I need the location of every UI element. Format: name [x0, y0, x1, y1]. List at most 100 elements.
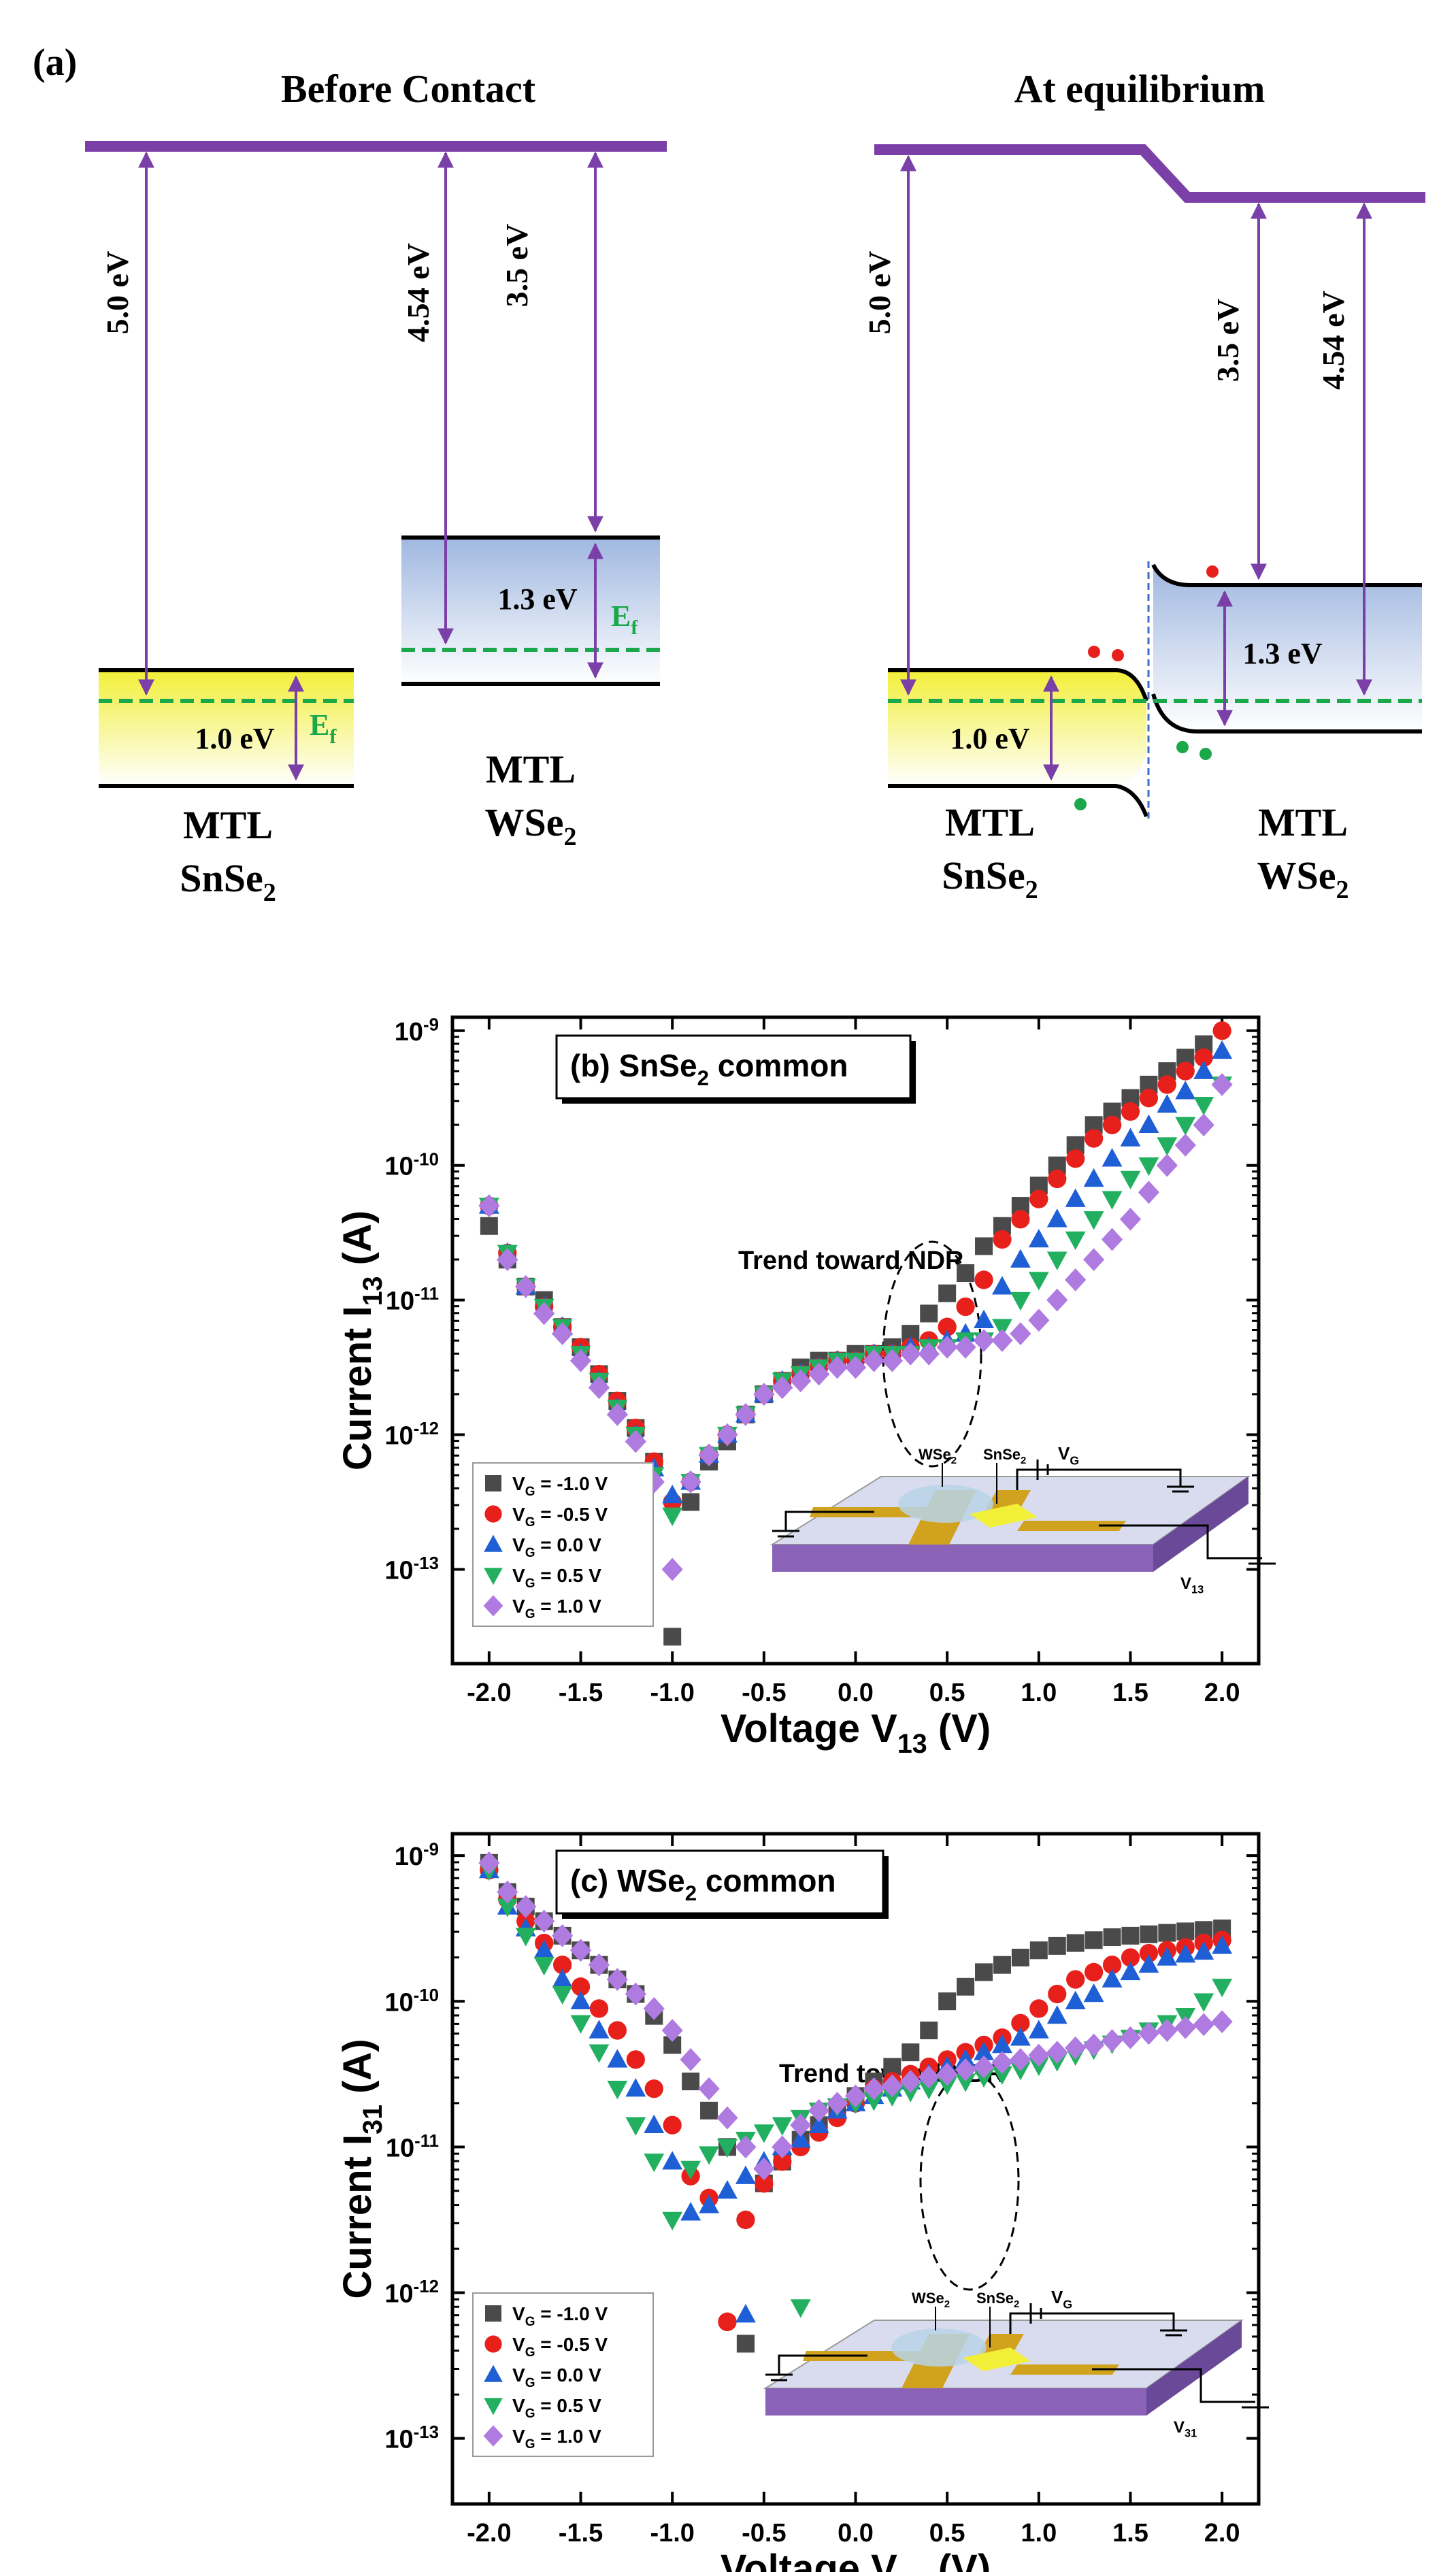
data-point-diamond [1065, 2036, 1087, 2060]
data-point-triangle-down [1065, 1231, 1086, 1251]
data-point-diamond [1028, 2043, 1050, 2067]
data-point-diamond [661, 1557, 683, 1581]
data-point-triangle-up [1157, 1947, 1178, 1966]
data-point-triangle-down [533, 1957, 555, 1976]
data-point-circle [938, 1317, 957, 1336]
inset-wse2-label: WSe2 [912, 2290, 950, 2310]
data-point-triangle-up [1138, 1114, 1159, 1134]
data-point-diamond [844, 1355, 867, 1379]
data-point-triangle-up [717, 2180, 738, 2199]
data-point-diamond [533, 1302, 555, 1325]
data-point-triangle-up [1028, 2019, 1049, 2039]
data-point-triangle-down [1046, 1251, 1068, 1270]
data-point-diamond [588, 1953, 610, 1977]
data-point-diamond [1174, 2015, 1196, 2039]
data-point-triangle-up [735, 2304, 756, 2323]
snse2-cb-equilibrium [888, 668, 1148, 702]
data-point-diamond [973, 2055, 995, 2079]
data-point-square [1103, 1928, 1121, 1947]
data-point-triangle-up [1046, 2005, 1068, 2024]
data-point-square [480, 1217, 498, 1235]
data-point-diamond [698, 2077, 720, 2100]
data-point-triangle-up [974, 2041, 994, 2060]
data-point-diamond [1119, 2026, 1142, 2049]
data-point-diamond [478, 1851, 500, 1875]
data-point-diamond [643, 1997, 665, 2020]
data-point-diamond [569, 1939, 592, 1962]
data-point-triangle-down [570, 2015, 591, 2034]
data-point-triangle-down [1212, 1979, 1233, 1998]
data-point-square [975, 1963, 993, 1981]
data-point-triangle-up [1065, 1990, 1086, 2009]
y-tick-label: 10-12 [384, 1419, 439, 1450]
eq-snse2-material-label: MTL [945, 800, 1035, 844]
eq-wse2-material-label: MTL [1258, 800, 1348, 844]
data-point-square [663, 1628, 682, 1646]
data-point-square [938, 1284, 957, 1302]
data-point-triangle-up [1010, 1249, 1031, 1268]
wse2-affinity-label: 3.5 eV [499, 224, 534, 308]
data-point-triangle-up [552, 1968, 573, 1988]
data-point-triangle-up [1120, 1961, 1141, 1981]
wire [784, 1511, 874, 1531]
legend-label: VG = 0.5 V [512, 1565, 601, 1591]
data-point-triangle-up [1046, 1208, 1068, 1227]
data-point-diamond [826, 1355, 848, 1379]
data-point-diamond [625, 1982, 646, 2006]
legend-label: VG = 0.5 V [512, 2395, 601, 2421]
y-axis-label: Current I31 (A) [335, 2039, 388, 2298]
chart-panel-c: -2.0 -1.5 -1.0 -0.5 0.0 0.5 1.0 1.5 2.0 10-9 10-10… [335, 1832, 1269, 2572]
data-point-diamond [881, 2074, 903, 2098]
data-point-triangle-down [1120, 1170, 1141, 1190]
data-point-diamond [1138, 1181, 1160, 1204]
legend-label: VG = -1.0 V [512, 1473, 608, 1499]
data-point-diamond [918, 1342, 940, 1366]
eq-wse2-material-name: WSe2 [1257, 853, 1349, 904]
data-point-triangle-down [662, 2211, 683, 2231]
data-point-square [938, 1992, 957, 2011]
data-point-diamond [826, 2092, 848, 2115]
data-point-circle [1011, 1210, 1030, 1229]
y-tick-label: 10-12 [384, 2277, 439, 2308]
data-point-diamond [1211, 2010, 1233, 2034]
data-point-square [682, 1493, 700, 1511]
data-point-diamond [790, 1369, 812, 1393]
y-tick-label: 10-13 [384, 1554, 439, 1585]
data-point-triangle-up [1102, 1968, 1123, 1988]
data-point-diamond [735, 2135, 757, 2159]
inset-v-label: V31 [1174, 2418, 1197, 2440]
data-point-diamond [1046, 1288, 1068, 1312]
data-point-diamond [1211, 1073, 1233, 1096]
data-point-circle [1066, 1970, 1085, 1989]
data-point-diamond [698, 1443, 720, 1467]
data-point-diamond [991, 1329, 1013, 1352]
data-point-triangle-down [955, 2073, 976, 2092]
data-point-triangle-up [1212, 1935, 1233, 1954]
x-tick-label: -2.0 [467, 1679, 511, 1707]
wse2-cb-equilibrium [1151, 563, 1422, 587]
x-tick-label: 0.5 [929, 1679, 965, 1707]
data-point-diamond [772, 2135, 793, 2159]
data-point-circle [718, 2312, 737, 2331]
legend-marker [484, 1505, 502, 1523]
data-point-triangle-up [1193, 1060, 1214, 1079]
data-point-triangle-down [607, 2081, 628, 2100]
data-point-diamond [1101, 2029, 1123, 2052]
data-point-diamond [808, 2098, 830, 2122]
title-box [555, 1849, 884, 1915]
data-point-triangle-up [1083, 1983, 1104, 2002]
wire [1016, 1468, 1182, 1490]
data-point-diamond [1156, 1153, 1178, 1177]
wse2-workfunction-label: 4.54 eV [401, 243, 435, 342]
legend-marker [483, 2425, 503, 2447]
data-point-diamond [899, 1342, 921, 1366]
y-tick-label: 10-13 [384, 2423, 439, 2454]
y-tick-label: 10-10 [384, 1986, 439, 2017]
data-point-circle [1048, 1169, 1067, 1189]
x-tick-label: 0.0 [838, 1679, 874, 1707]
legend-marker [485, 2305, 501, 2322]
data-point-square [920, 2022, 938, 2040]
snse2-workfunction-label: 5.0 eV [100, 251, 135, 335]
data-point-square [1140, 1925, 1158, 1943]
data-point-diamond [863, 2077, 885, 2100]
